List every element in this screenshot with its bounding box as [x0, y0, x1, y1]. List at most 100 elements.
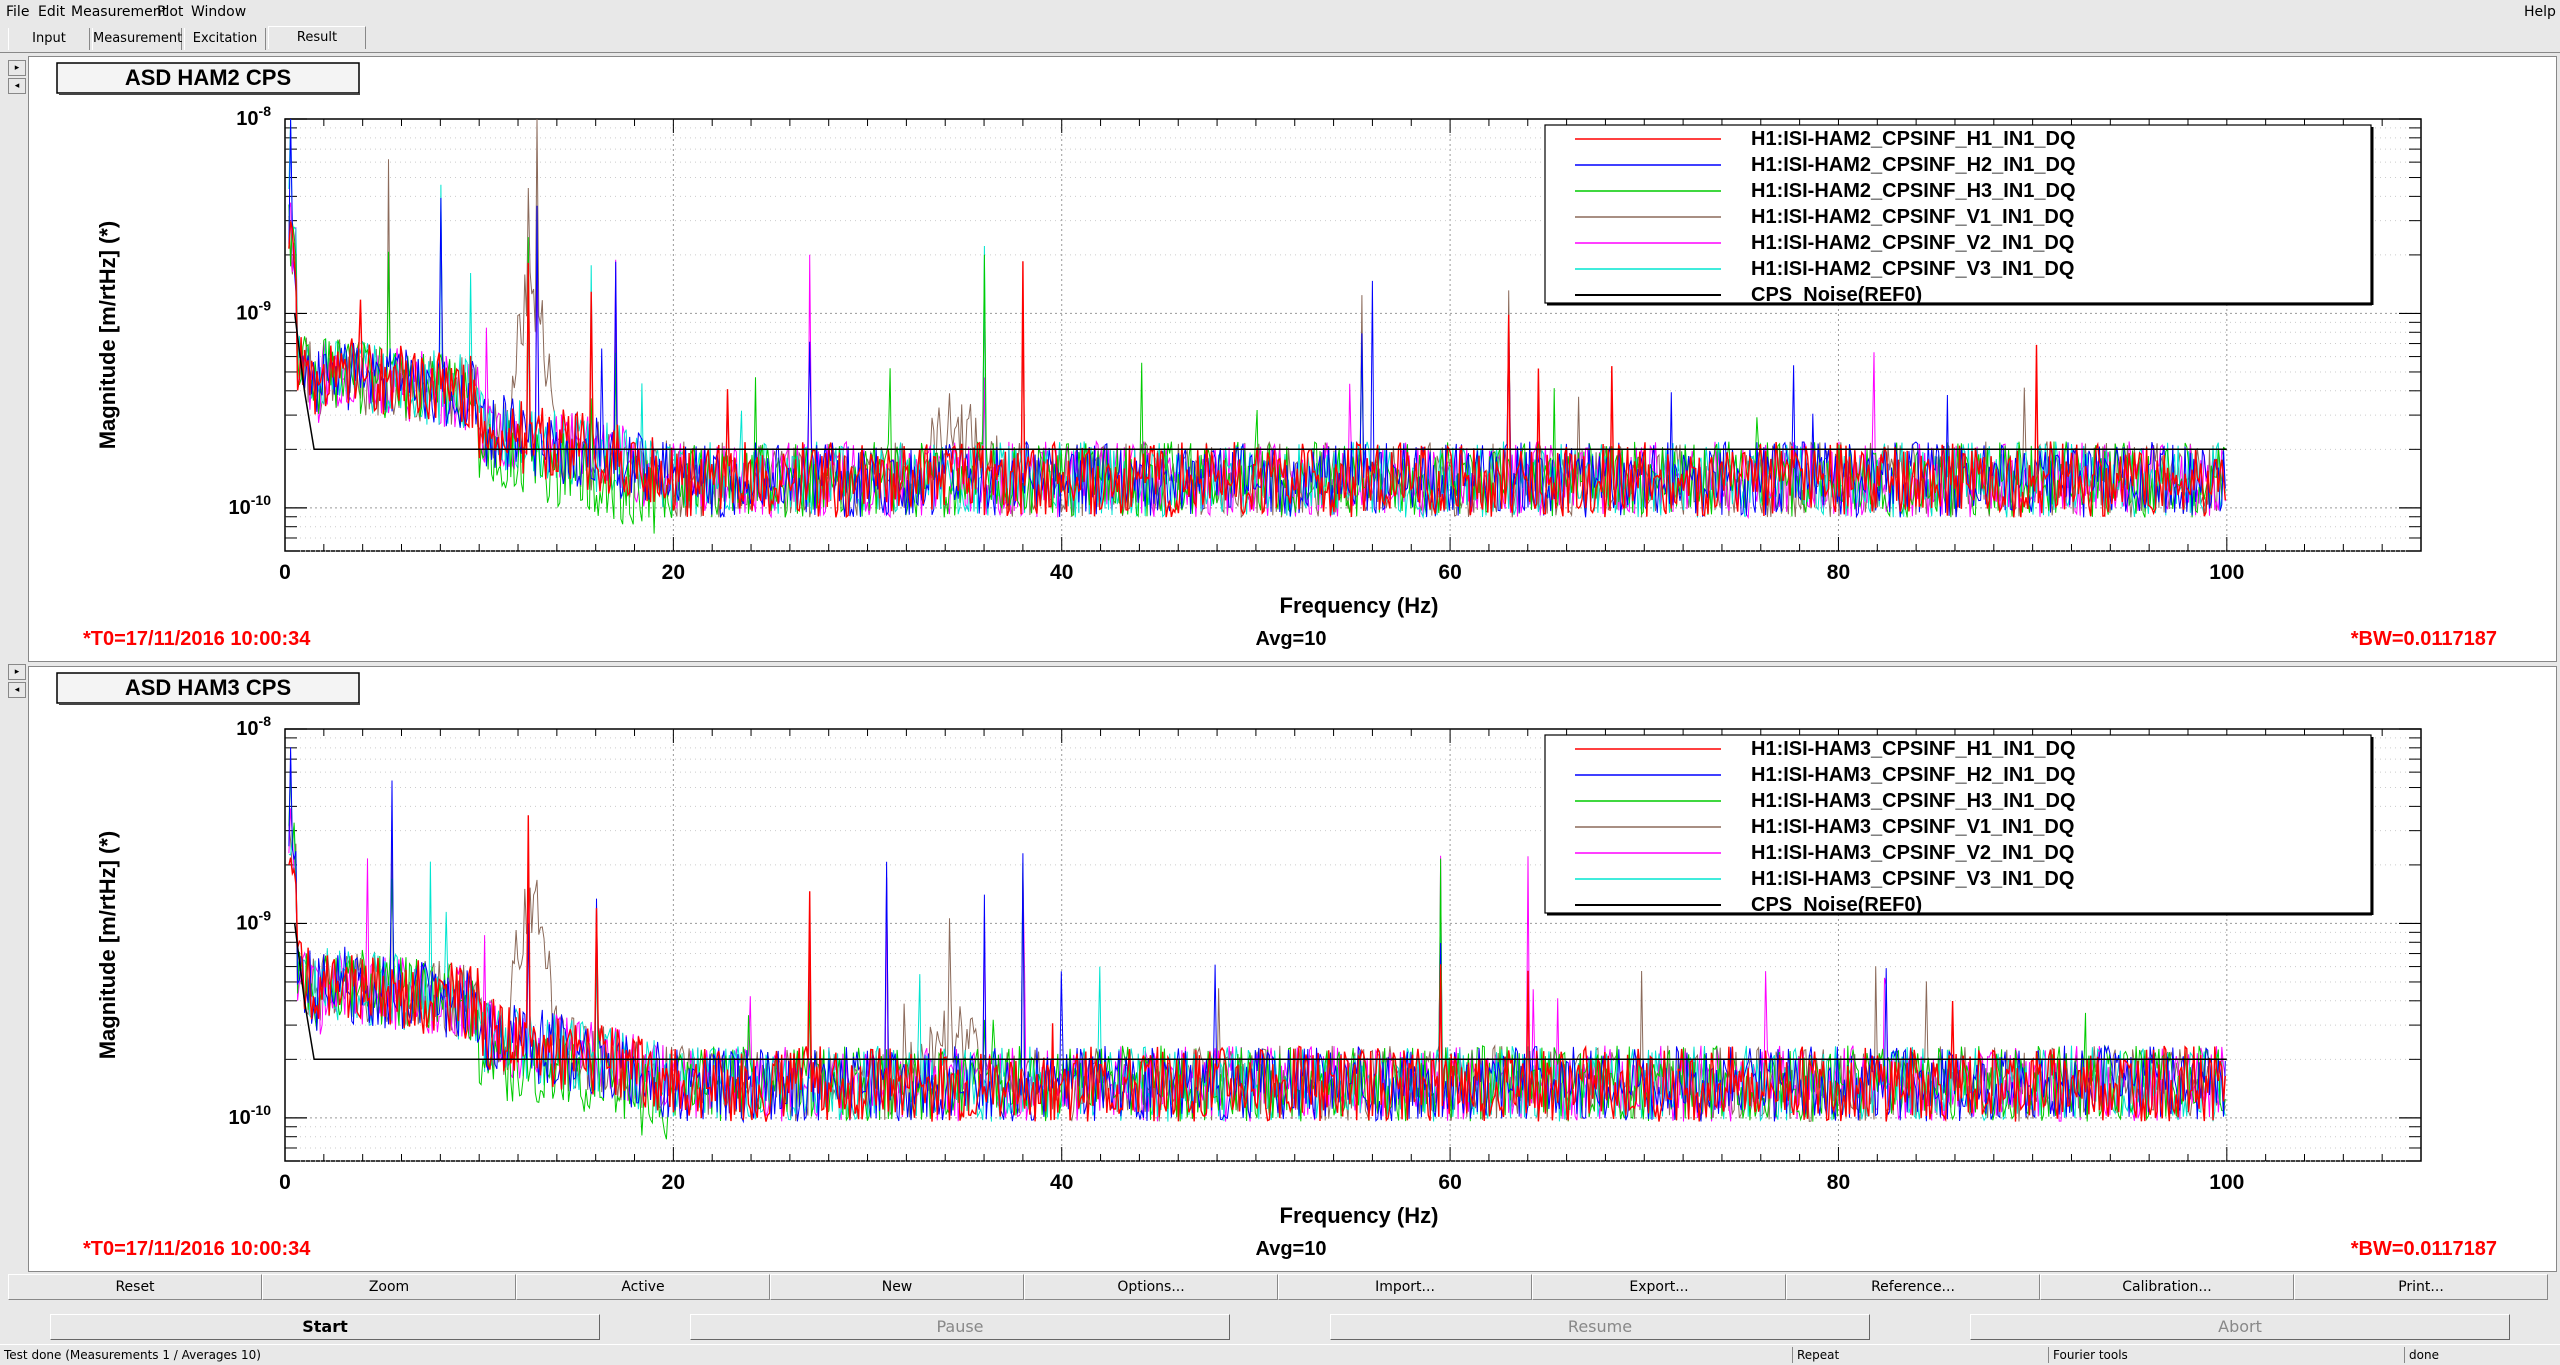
- status-bar: Test done (Measurements 1 / Averages 10)…: [0, 1344, 2560, 1365]
- arrow-left-icon: ◂: [14, 81, 20, 91]
- print-button[interactable]: Print...: [2294, 1274, 2548, 1300]
- x-tick-label: 80: [1827, 561, 1850, 584]
- start-time-label: *T0=17/11/2016 10:00:34: [83, 1238, 311, 1260]
- options-button[interactable]: Options...: [1024, 1274, 1278, 1300]
- start-time-label: *T0=17/11/2016 10:00:34: [83, 628, 311, 650]
- reset-button[interactable]: Reset: [8, 1274, 262, 1300]
- legend-entry: H1:ISI-HAM3_CPSINF_H2_IN1_DQ: [1751, 764, 2076, 786]
- asd-chart[interactable]: ASD HAM3 CPS 10-8 10-9 10-10 0 20 40 60 80 100 Fre…: [29, 667, 2556, 1271]
- abort-button[interactable]: Abort: [1970, 1314, 2510, 1340]
- series-trace: [288, 764, 2226, 1140]
- y-tick-label: 10-8: [236, 103, 271, 130]
- legend-entry: CPS_Noise(REF0): [1751, 894, 1922, 916]
- plot-pad-ham2[interactable]: ASD HAM2 CPS 10-8 10-9 10-10 0 20 40 60 80 100 Fre…: [28, 56, 2557, 662]
- plot-title: ASD HAM3 CPS: [125, 675, 291, 700]
- pad-collapse-button-1[interactable]: ◂: [8, 78, 26, 94]
- y-tick-labels: 10-8 10-9 10-10: [229, 103, 272, 519]
- x-tick-label: 20: [662, 561, 685, 584]
- x-tick-label: 20: [662, 1171, 685, 1194]
- y-tick-label: 10-9: [236, 907, 271, 934]
- y-tick-label: 10-9: [236, 297, 271, 324]
- arrow-left-icon: ◂: [14, 685, 20, 695]
- menu-bar: File Edit Measurement Plot Window Help: [0, 0, 2560, 24]
- new-button[interactable]: New: [770, 1274, 1024, 1300]
- plot-toolbar: Reset Zoom Active New Options... Import.…: [0, 1274, 2560, 1300]
- calibration-button[interactable]: Calibration...: [2040, 1274, 2294, 1300]
- legend-entry: CPS_Noise(REF0): [1751, 284, 1922, 306]
- pad-expand-button-1[interactable]: ▸: [8, 60, 26, 76]
- x-tick-label: 100: [2209, 1171, 2244, 1194]
- zoom-button[interactable]: Zoom: [262, 1274, 516, 1300]
- y-axis-label: Magnitude [m/rtHz] (*): [95, 221, 120, 450]
- tab-bar: Input Measurement Excitation Result: [0, 24, 2560, 53]
- y-tick-label: 10-10: [229, 492, 272, 519]
- plot-title-box: ASD HAM2 CPS: [56, 62, 360, 95]
- menu-window[interactable]: Window: [191, 4, 247, 20]
- y-tick-labels: 10-8 10-9 10-10: [229, 713, 272, 1129]
- reference-trace: [293, 313, 2227, 451]
- plot-area: ▸ ◂ ▸ ◂ ASD HAM2 CPS 10-8 10-9 10-10 0 20 40 60…: [0, 54, 2560, 1272]
- tab-excitation[interactable]: Excitation: [184, 28, 266, 50]
- menu-plot[interactable]: Plot: [157, 4, 184, 20]
- menu-edit[interactable]: Edit: [38, 4, 66, 20]
- series-trace: [288, 815, 2226, 1123]
- legend-entry: H1:ISI-HAM2_CPSINF_H2_IN1_DQ: [1751, 154, 2076, 176]
- series-trace: [288, 221, 2226, 519]
- x-tick-label: 60: [1438, 1171, 1461, 1194]
- x-axis-label: Frequency (Hz): [1280, 1203, 1439, 1228]
- x-tick-labels: 0 20 40 60 80 100: [279, 561, 2244, 584]
- tab-measurement[interactable]: Measurement: [92, 28, 182, 50]
- averages-label: Avg=10: [1256, 1238, 1327, 1260]
- averages-label: Avg=10: [1256, 628, 1327, 650]
- x-tick-label: 40: [1050, 561, 1073, 584]
- x-tick-labels: 0 20 40 60 80 100: [279, 1171, 2244, 1194]
- x-tick-label: 80: [1827, 1171, 1850, 1194]
- legend-entry: H1:ISI-HAM3_CPSINF_V3_IN1_DQ: [1751, 868, 2074, 890]
- series-trace: [288, 204, 2226, 534]
- plot-title-box: ASD HAM3 CPS: [56, 672, 360, 705]
- series-traces: [288, 747, 2226, 1140]
- tab-result[interactable]: Result: [268, 26, 366, 49]
- reference-button[interactable]: Reference...: [1786, 1274, 2040, 1300]
- resume-button[interactable]: Resume: [1330, 1314, 1870, 1340]
- y-tick-label: 10-10: [229, 1102, 272, 1129]
- series-trace: [288, 747, 2226, 1124]
- reference-trace: [293, 923, 2227, 1061]
- status-done: done: [2404, 1347, 2559, 1363]
- legend-entry: H1:ISI-HAM2_CPSINF_H3_IN1_DQ: [1751, 180, 2076, 202]
- tab-input[interactable]: Input: [8, 28, 90, 50]
- status-message: Test done (Measurements 1 / Averages 10): [4, 1348, 261, 1362]
- status-fourier: Fourier tools: [2048, 1347, 2399, 1363]
- y-axis-label: Magnitude [m/rtHz] (*): [95, 831, 120, 1060]
- pad-expand-button-2[interactable]: ▸: [8, 664, 26, 680]
- x-tick-label: 0: [279, 561, 291, 584]
- export-button[interactable]: Export...: [1532, 1274, 1786, 1300]
- start-button[interactable]: Start: [50, 1314, 600, 1340]
- legend-entry: H1:ISI-HAM2_CPSINF_H1_IN1_DQ: [1751, 128, 2076, 150]
- arrow-right-icon: ▸: [14, 63, 20, 73]
- arrow-right-icon: ▸: [14, 667, 20, 677]
- x-tick-label: 0: [279, 1171, 291, 1194]
- menu-measurement[interactable]: Measurement: [71, 4, 168, 20]
- plot-pad-ham3[interactable]: ASD HAM3 CPS 10-8 10-9 10-10 0 20 40 60 80 100 Fre…: [28, 666, 2557, 1272]
- legend-entry: H1:ISI-HAM2_CPSINF_V2_IN1_DQ: [1751, 232, 2074, 254]
- pause-button[interactable]: Pause: [690, 1314, 1230, 1340]
- plot-title: ASD HAM2 CPS: [125, 65, 291, 90]
- bandwidth-label: *BW=0.0117187: [2351, 628, 2497, 650]
- legend[interactable]: H1:ISI-HAM2_CPSINF_H1_IN1_DQ H1:ISI-HAM2_…: [1544, 124, 2374, 306]
- x-tick-label: 60: [1438, 561, 1461, 584]
- legend[interactable]: H1:ISI-HAM3_CPSINF_H1_IN1_DQ H1:ISI-HAM3_…: [1544, 734, 2374, 916]
- active-button[interactable]: Active: [516, 1274, 770, 1300]
- legend-entry: H1:ISI-HAM2_CPSINF_V3_IN1_DQ: [1751, 258, 2074, 280]
- legend-entry: H1:ISI-HAM3_CPSINF_V2_IN1_DQ: [1751, 842, 2074, 864]
- x-axis-label: Frequency (Hz): [1280, 593, 1439, 618]
- import-button[interactable]: Import...: [1278, 1274, 1532, 1300]
- y-tick-label: 10-8: [236, 713, 271, 740]
- legend-entry: H1:ISI-HAM2_CPSINF_V1_IN1_DQ: [1751, 206, 2074, 228]
- asd-chart[interactable]: ASD HAM2 CPS 10-8 10-9 10-10 0 20 40 60 80 100 Fre…: [29, 57, 2556, 661]
- bandwidth-label: *BW=0.0117187: [2351, 1238, 2497, 1260]
- menu-file[interactable]: File: [6, 4, 30, 20]
- menu-help[interactable]: Help: [2524, 4, 2556, 20]
- x-tick-label: 100: [2209, 561, 2244, 584]
- pad-collapse-button-2[interactable]: ◂: [8, 682, 26, 698]
